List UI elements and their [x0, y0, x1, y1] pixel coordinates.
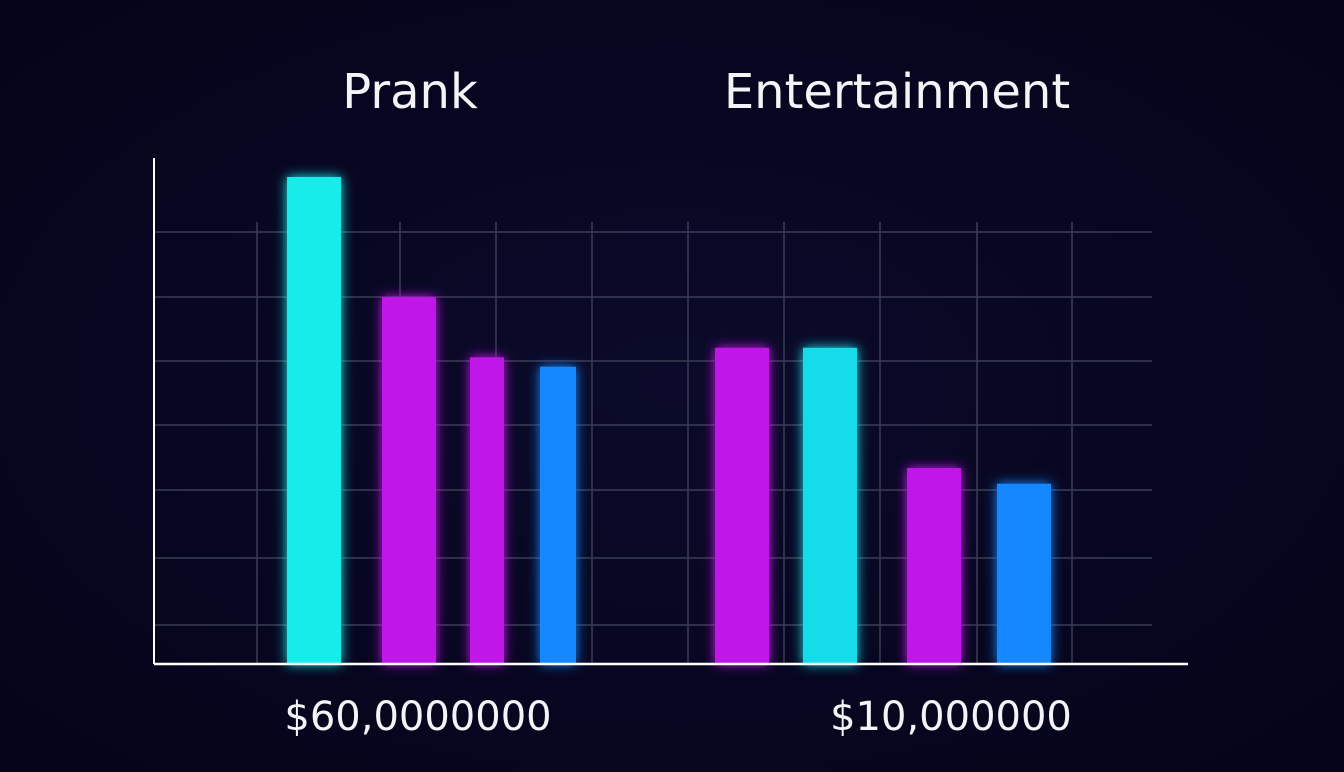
group-title-prank: Prank	[342, 64, 478, 120]
bar-prank-3	[470, 357, 504, 664]
group-caption-entertainment: $10,000000	[830, 694, 1072, 740]
bar-prank-2	[382, 297, 436, 664]
group-caption-prank: $60,0000000	[284, 694, 551, 740]
bars	[287, 176, 1051, 664]
bar-prank-4	[540, 366, 576, 664]
axes	[153, 158, 1188, 666]
group-title-entertainment: Entertainment	[724, 64, 1070, 120]
bar-prank-1	[287, 176, 341, 664]
bar-entertainment-3	[907, 467, 961, 664]
bar-entertainment-4	[997, 483, 1051, 664]
bar-entertainment-1	[715, 347, 769, 664]
bar-entertainment-2	[803, 347, 857, 664]
